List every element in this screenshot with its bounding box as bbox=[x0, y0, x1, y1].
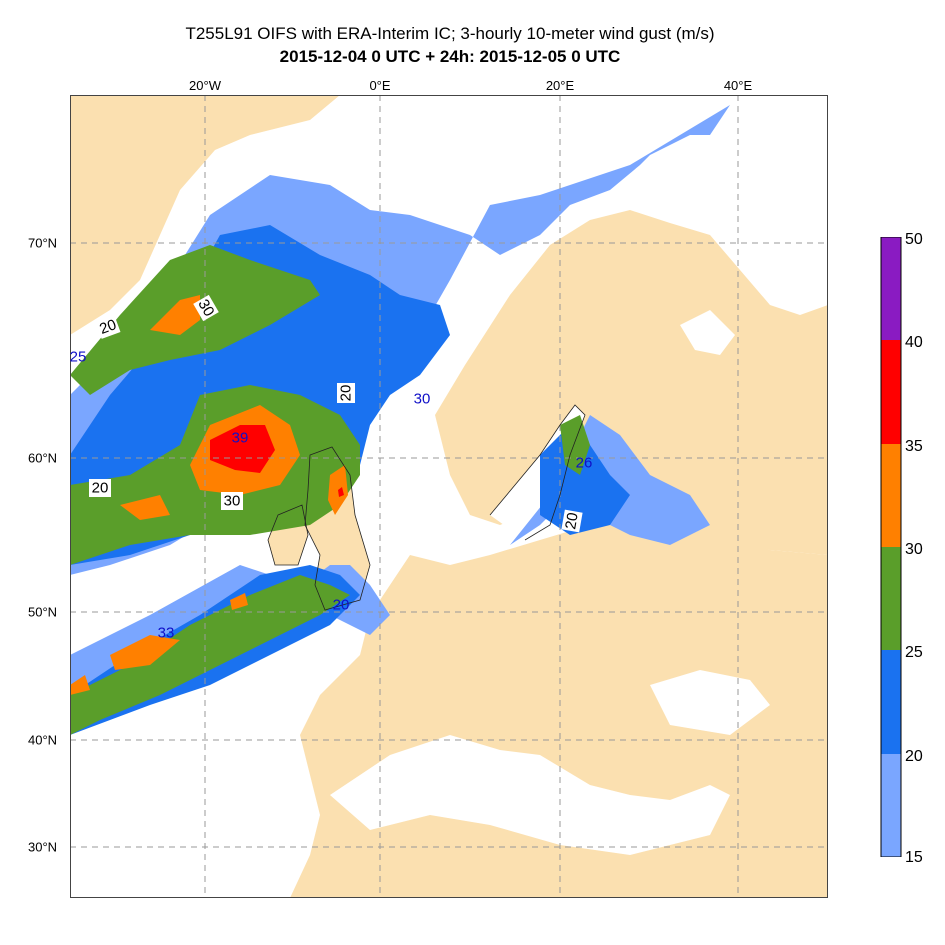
colorbar-label-15: 15 bbox=[905, 849, 923, 866]
svg-text:39: 39 bbox=[232, 430, 249, 447]
contour-label: 20 bbox=[337, 383, 355, 403]
svg-text:26: 26 bbox=[576, 455, 593, 472]
contour-label: 20 bbox=[561, 509, 583, 533]
colorbar-label-50: 50 bbox=[905, 231, 923, 248]
lat-label-60n: 60°N bbox=[28, 450, 58, 466]
svg-text:30: 30 bbox=[194, 297, 217, 320]
svg-text:20: 20 bbox=[97, 316, 118, 338]
contour-label: 30 bbox=[221, 492, 243, 510]
contour-label: 39 bbox=[232, 430, 249, 447]
sea-white bbox=[680, 310, 735, 355]
sea-black bbox=[650, 670, 770, 735]
lon-label-40e: 40°E bbox=[723, 78, 753, 93]
land-greenland bbox=[70, 95, 340, 335]
contour-label: 26 bbox=[576, 455, 593, 472]
contour-label: 30 bbox=[193, 294, 219, 322]
gust-band-35-40 bbox=[210, 425, 344, 497]
graticule bbox=[70, 95, 828, 898]
contour-label: 33 bbox=[158, 625, 175, 642]
wind-gust-map: 30 20 25 20 30 39 26 20 30 bbox=[70, 95, 828, 898]
svg-text:25: 25 bbox=[70, 349, 86, 366]
colorbar-band-15-20 bbox=[881, 754, 901, 857]
svg-text:30: 30 bbox=[224, 493, 241, 510]
svg-text:20: 20 bbox=[333, 597, 350, 614]
lat-label-30n: 30°N bbox=[28, 839, 58, 855]
svg-text:20: 20 bbox=[92, 480, 109, 497]
coastlines bbox=[267, 404, 586, 611]
colorbar-label-30: 30 bbox=[905, 541, 923, 558]
contour-label: 30 bbox=[414, 391, 431, 408]
contour-label: 25 bbox=[70, 349, 86, 366]
map-frame bbox=[70, 95, 828, 898]
lat-label-70n: 70°N bbox=[28, 235, 58, 251]
contour-label: 20 bbox=[333, 597, 350, 614]
colorbar-label-20: 20 bbox=[905, 748, 923, 765]
lon-label-0e: 0°E bbox=[369, 78, 391, 93]
colorbar-band-30-35 bbox=[881, 444, 901, 547]
colorbar-label-40: 40 bbox=[905, 334, 923, 351]
contour-label: 20 bbox=[95, 315, 121, 339]
colorbar-label-25: 25 bbox=[905, 644, 923, 661]
lon-label-20w: 20°W bbox=[189, 78, 221, 93]
colorbar-band-35-40 bbox=[881, 340, 901, 444]
colorbar-band-20-25 bbox=[881, 650, 901, 754]
chart-subtitle: 2015-12-04 0 UTC + 24h: 2015-12-05 0 UTC bbox=[279, 47, 621, 66]
colorbar-band-25-30 bbox=[881, 547, 901, 650]
contour-labels: 30 20 25 20 30 39 26 20 30 bbox=[70, 294, 593, 642]
inland-seas bbox=[330, 310, 770, 855]
svg-text:20: 20 bbox=[338, 385, 355, 402]
contour-label: 20 bbox=[89, 479, 111, 497]
svg-text:20: 20 bbox=[562, 511, 582, 530]
chart-title: T255L91 OIFS with ERA-Interim IC; 3-hour… bbox=[185, 24, 715, 43]
colorbar-label-35: 35 bbox=[905, 438, 923, 455]
lon-label-20e: 20°E bbox=[545, 78, 575, 93]
svg-text:30: 30 bbox=[414, 391, 431, 408]
sea-mediterranean bbox=[330, 735, 730, 855]
lat-label-50n: 50°N bbox=[28, 604, 58, 620]
wind-layer bbox=[70, 105, 730, 735]
colorbar bbox=[880, 237, 902, 857]
colorbar-band-40-50 bbox=[881, 237, 901, 340]
svg-text:33: 33 bbox=[158, 625, 175, 642]
lat-label-40n: 40°N bbox=[28, 732, 58, 748]
